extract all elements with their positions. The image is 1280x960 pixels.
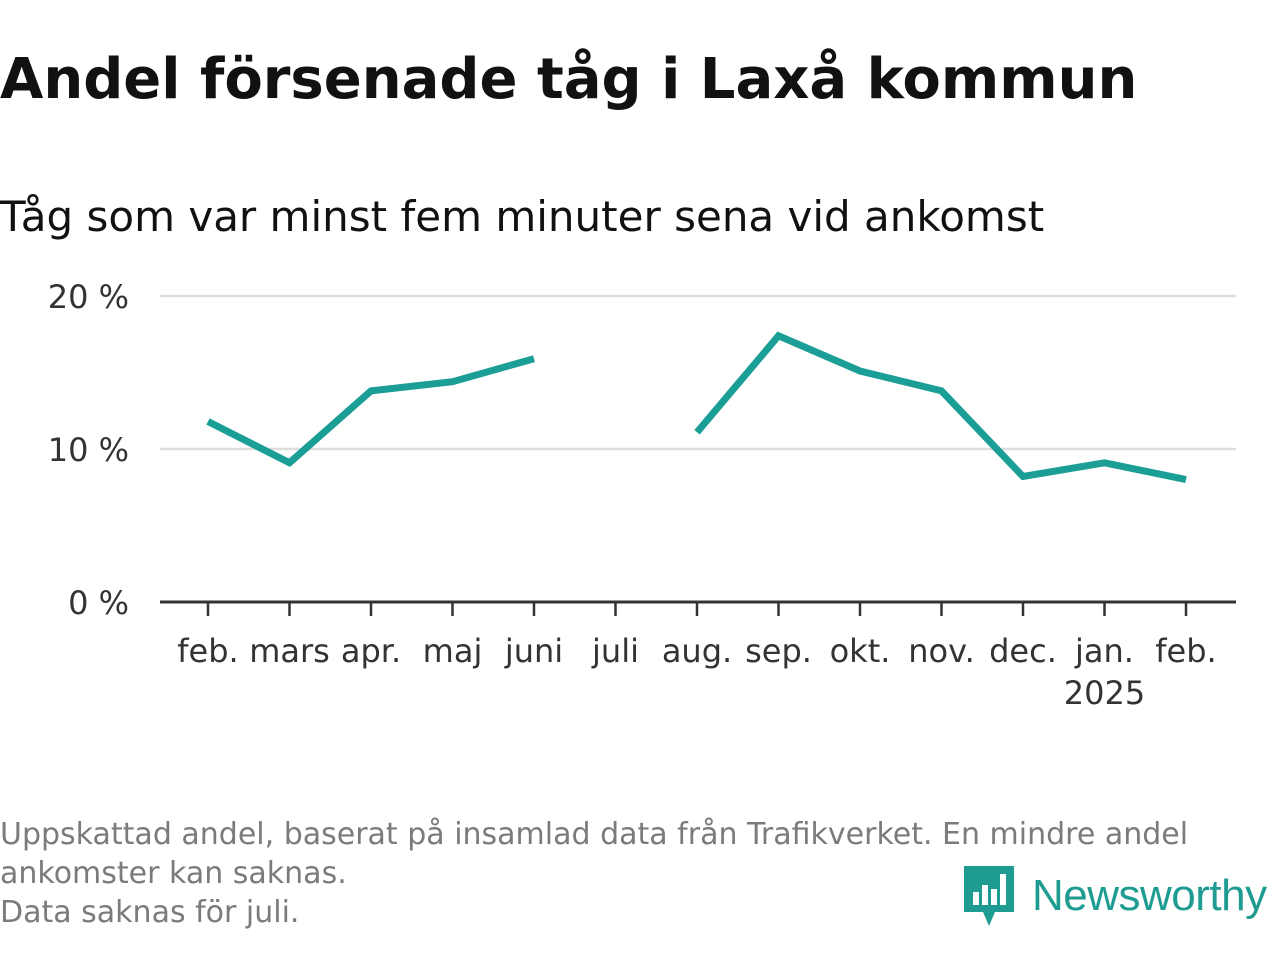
y-tick-label: 0 % [68, 584, 129, 622]
x-tick-label: mars [249, 632, 330, 670]
footnote-line: Uppskattad andel, baserat på insamlad da… [0, 817, 1189, 852]
brand-logo: Newsworthy [964, 866, 1267, 926]
x-tick-label: nov. [908, 632, 974, 670]
chart-subtitle: Tåg som var minst fem minuter sena vid a… [0, 192, 1045, 241]
newsworthy-logo-icon [964, 866, 1014, 926]
x-tick-label: juni [504, 632, 563, 670]
footnote: Uppskattad andel, baserat på insamlad da… [0, 815, 1270, 932]
x-tick-label: feb. [1155, 632, 1216, 670]
x-tick-label: feb. [177, 632, 238, 670]
x-tick-label: maj [423, 632, 483, 670]
line-chart: 0 % 10 % 20 % feb. mars apr. maj juni juli aug. se… [48, 278, 1236, 712]
series-line [694, 331, 1187, 484]
footnote-line: Data saknas för juli. [0, 895, 300, 930]
y-tick-label: 20 % [48, 278, 129, 316]
chart-title: Andel försenade tåg i Laxå kommun [0, 47, 1138, 112]
x-year-label: 2025 [1064, 674, 1145, 712]
footnote-line: ankomster kan saknas. [0, 856, 347, 891]
brand-name: Newsworthy [1032, 871, 1267, 920]
series-line [206, 355, 535, 467]
y-tick-label: 10 % [48, 431, 129, 469]
x-tick-label: aug. [662, 632, 732, 670]
x-tick-label: sep. [745, 632, 812, 670]
x-tick-label: juli [591, 632, 639, 670]
x-tick-label: dec. [989, 632, 1057, 670]
x-tick-label: okt. [830, 632, 891, 670]
x-tick-label: apr. [341, 632, 401, 670]
x-tick-label: jan. [1074, 632, 1134, 670]
